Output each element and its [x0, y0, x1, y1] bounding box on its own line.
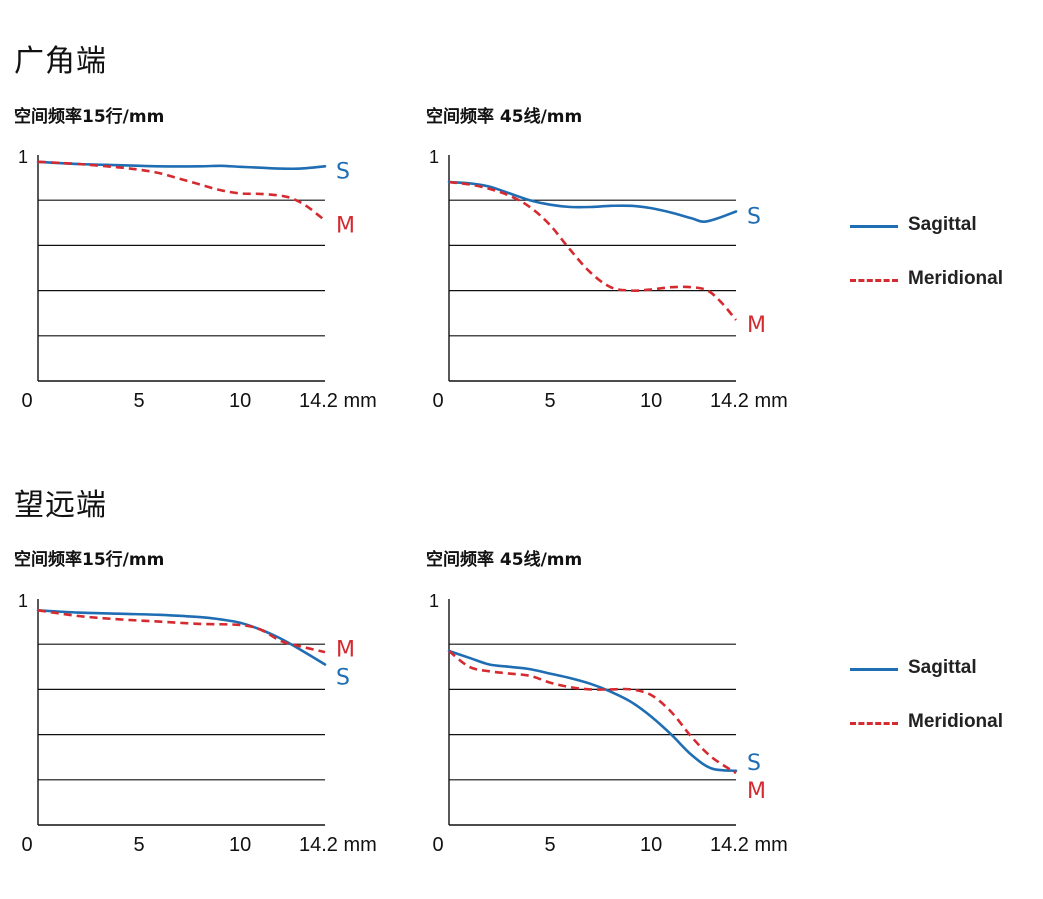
legend-item-sagittal: Sagittal — [848, 657, 1038, 681]
legend-swatch-meridional — [850, 722, 898, 725]
sagittal-end-label: S — [336, 665, 350, 690]
x-tick-label: 14.2 mm — [299, 834, 377, 856]
x-tick-label: 0 — [21, 390, 32, 412]
section-title-tele: 望远端 — [14, 488, 107, 523]
y-tick-label: 1 — [429, 591, 439, 611]
x-tick-label: 0 — [432, 390, 443, 412]
legend-swatch-sagittal — [850, 225, 898, 228]
x-tick-label: 14.2 mm — [710, 834, 788, 856]
sagittal-line — [447, 649, 738, 773]
sagittal-line — [36, 160, 327, 171]
meridional-end-label: M — [336, 214, 355, 239]
legend-label-meridional: Meridional — [908, 711, 1004, 732]
y-tick-label: 1 — [18, 147, 28, 167]
sagittal-end-label: S — [336, 159, 350, 184]
legend-swatch-meridional — [850, 279, 898, 282]
x-tick-label: 5 — [133, 834, 144, 856]
meridional-line — [448, 649, 737, 775]
chart-title-wide-15: 空间频率15行/mm — [14, 107, 165, 127]
x-tick-label: 0 — [432, 834, 443, 856]
x-tick-label: 5 — [133, 390, 144, 412]
sagittal-end-label: S — [747, 205, 761, 230]
x-tick-label: 10 — [640, 834, 662, 856]
chart-title-tele-45: 空间频率 45线/mm — [426, 550, 583, 570]
x-tick-label: 5 — [544, 390, 555, 412]
meridional-line — [37, 160, 326, 222]
meridional-line — [448, 180, 737, 321]
legend-label-sagittal: Sagittal — [908, 214, 977, 235]
meridional-line — [37, 609, 326, 654]
legend-swatch-sagittal — [850, 668, 898, 671]
x-tick-label: 10 — [229, 834, 251, 856]
sagittal-end-label: S — [747, 751, 761, 776]
x-tick-label: 5 — [544, 834, 555, 856]
legend-item-meridional: Meridional — [848, 268, 1038, 292]
y-tick-label: 1 — [429, 147, 439, 167]
meridional-end-label: M — [747, 779, 766, 804]
section-title-wide: 广角端 — [14, 44, 107, 79]
x-tick-label: 14.2 mm — [710, 390, 788, 412]
meridional-end-label: M — [747, 313, 766, 338]
x-tick-label: 10 — [640, 390, 662, 412]
y-tick-label: 1 — [18, 591, 28, 611]
meridional-end-label: M — [336, 637, 355, 662]
x-tick-label: 0 — [21, 834, 32, 856]
x-tick-label: 14.2 mm — [299, 390, 377, 412]
chart-title-tele-15: 空间频率15行/mm — [14, 550, 165, 570]
sagittal-line — [36, 609, 327, 666]
x-tick-label: 10 — [229, 390, 251, 412]
legend-label-meridional: Meridional — [908, 268, 1004, 289]
legend-label-sagittal: Sagittal — [908, 657, 977, 678]
chart-title-wide-45: 空间频率 45线/mm — [426, 107, 583, 127]
legend-item-meridional: Meridional — [848, 711, 1038, 735]
sagittal-line — [447, 180, 738, 223]
legend-item-sagittal: Sagittal — [848, 214, 1038, 238]
